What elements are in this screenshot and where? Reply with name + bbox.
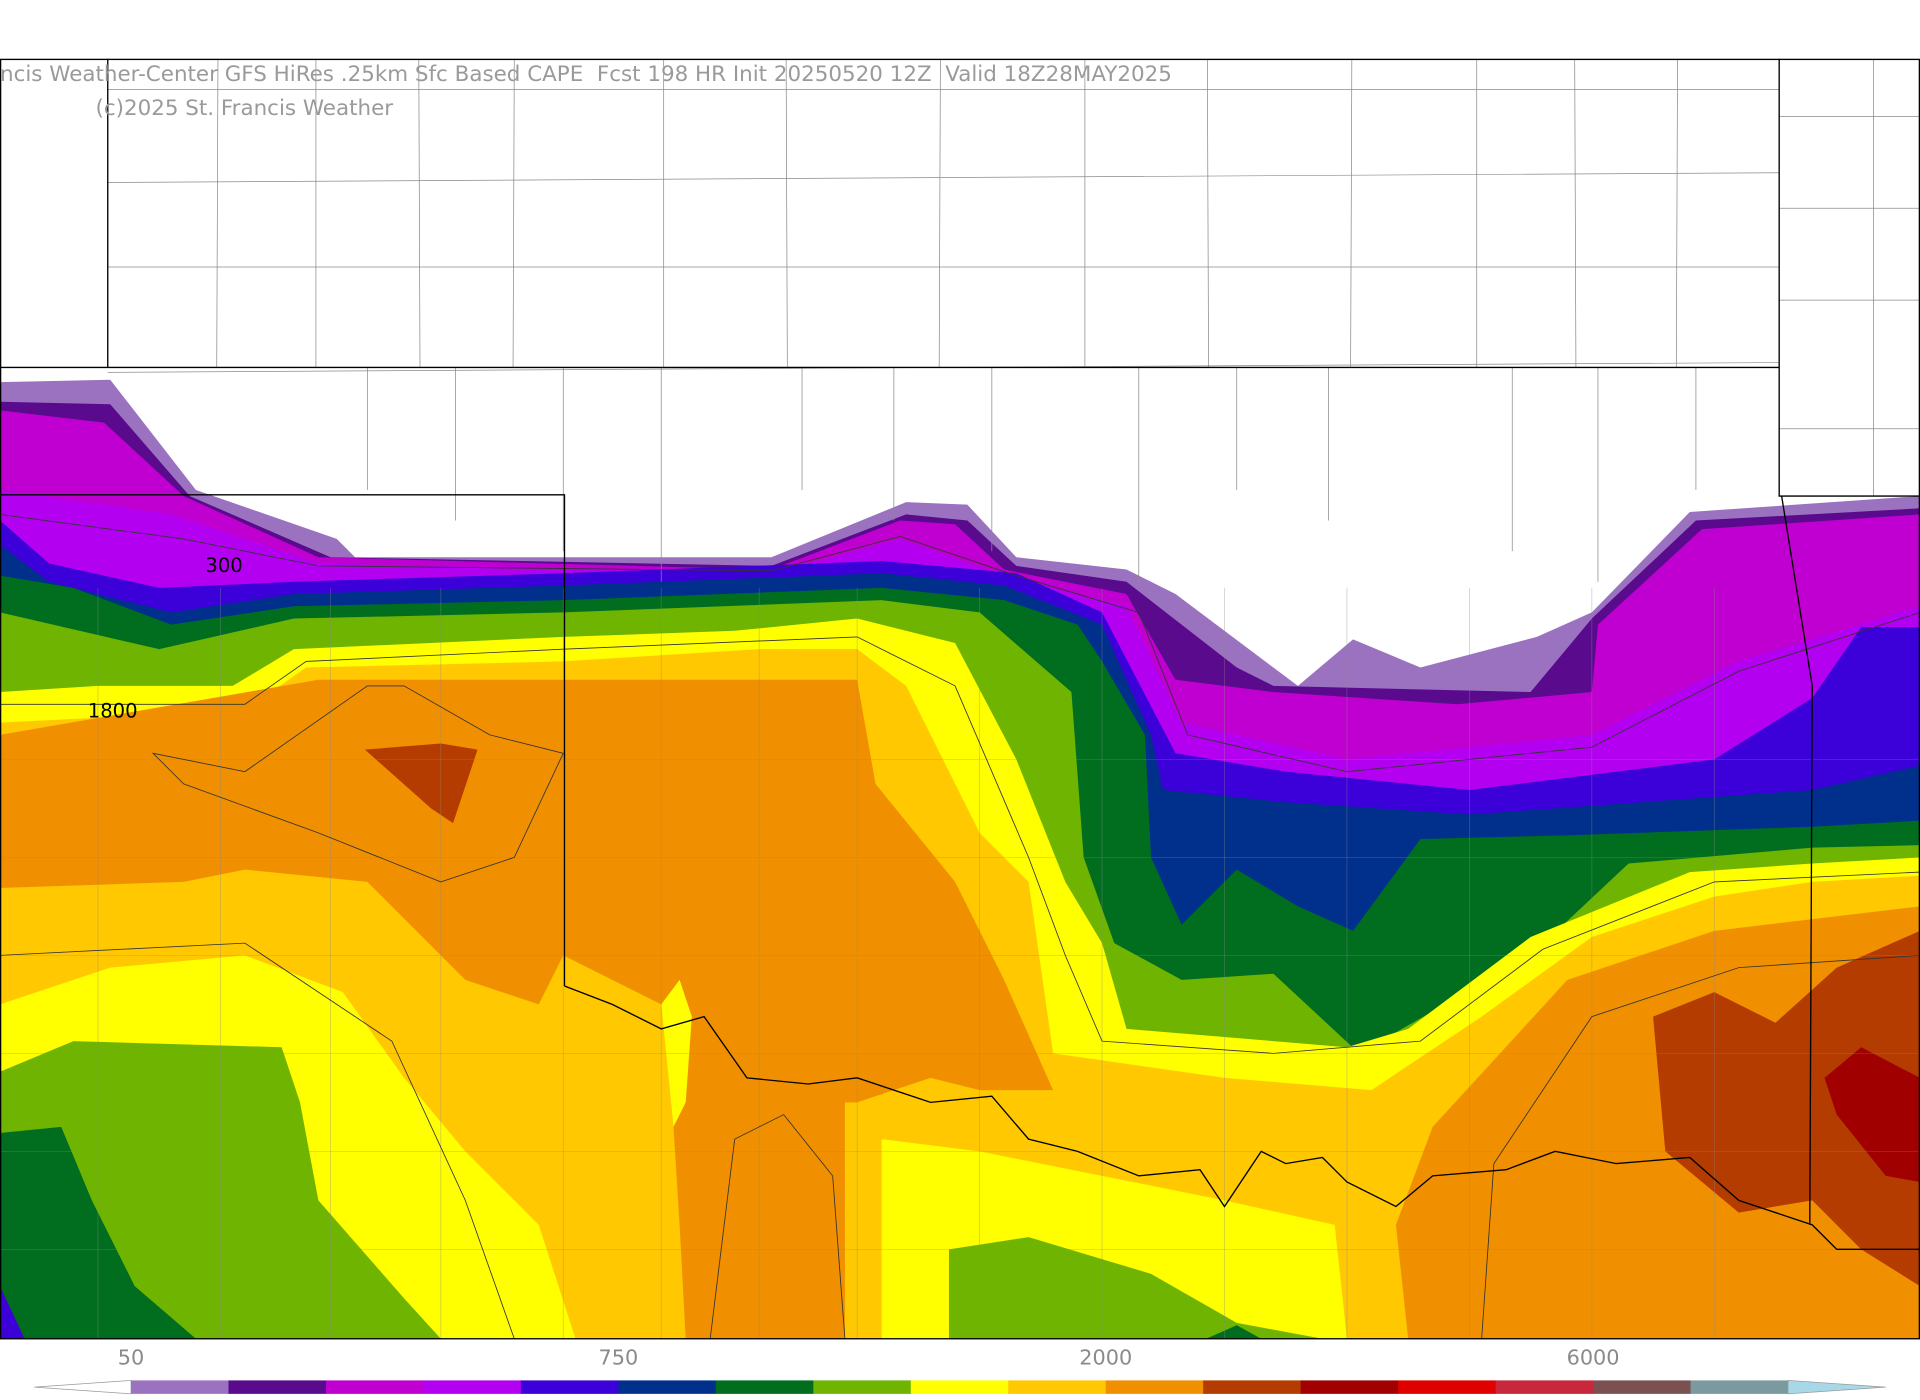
contours <box>0 514 1920 1339</box>
county-line <box>1206 58 1209 368</box>
colorbar-swatch <box>910 1380 1009 1394</box>
colorbar-swatch <box>715 1380 814 1394</box>
colorbar-swatch <box>325 1380 425 1394</box>
contour <box>0 514 1920 773</box>
county-line <box>216 58 219 368</box>
band <box>364 743 478 824</box>
colorbar-swatch <box>228 1380 327 1394</box>
county-line <box>1779 58 1920 497</box>
colorbar-swatch <box>813 1380 912 1394</box>
contour <box>0 636 1920 1054</box>
band <box>661 979 692 1127</box>
county-line <box>785 58 788 368</box>
title: ncis Weather-Center GFS HiRes .25km Sfc … <box>0 62 1172 87</box>
cape-fills <box>0 379 1920 1339</box>
colorbar-over <box>1787 1380 1886 1395</box>
colorbar-swatch <box>1008 1380 1107 1394</box>
colorbar-label: 50 <box>118 1345 144 1369</box>
county-line <box>107 172 1780 183</box>
band <box>1206 1325 1262 1339</box>
credit: (c)2025 St. Francis Weather <box>96 96 394 121</box>
state-line <box>1780 495 1813 1225</box>
band <box>0 679 1054 1339</box>
colorbar-label: 750 <box>599 1345 639 1369</box>
colorbar-swatch <box>1398 1380 1497 1394</box>
colorbar-label: 6000 <box>1567 1345 1620 1369</box>
colorbar: 50 750 2000 6000 <box>34 1345 1886 1395</box>
colorbar-swatch <box>1495 1380 1594 1394</box>
band <box>1653 930 1920 1287</box>
contour-label: 1800 <box>88 700 138 723</box>
colorbar-swatch <box>1105 1380 1204 1394</box>
colorbar-swatch <box>131 1380 230 1394</box>
state-line <box>564 985 1920 1251</box>
state-line <box>0 58 1920 987</box>
contour <box>151 685 564 883</box>
colorbar-swatch <box>618 1380 717 1394</box>
colorbar-label: 2000 <box>1079 1345 1132 1369</box>
colorbar-under <box>34 1380 132 1395</box>
county-lines <box>0 58 1920 1339</box>
colorbar-swatch <box>520 1380 619 1394</box>
county-line <box>418 58 421 368</box>
colorbar-swatch <box>1690 1380 1789 1394</box>
contour <box>0 942 515 1339</box>
county-line <box>1574 58 1577 368</box>
colorbar-swatch <box>1203 1380 1302 1394</box>
county-line <box>1675 58 1678 368</box>
state-lines <box>0 58 1920 1340</box>
colorbar-swatch <box>1300 1380 1399 1394</box>
county-line <box>1350 58 1353 368</box>
map-frame <box>0 58 1920 1340</box>
county-line <box>938 58 941 368</box>
band <box>1824 1047 1920 1182</box>
colorbar-swatch <box>1593 1380 1692 1394</box>
band <box>948 1237 1323 1339</box>
contour <box>1481 954 1920 1339</box>
band <box>0 1126 196 1339</box>
colorbar-swatch <box>423 1380 522 1394</box>
county-line <box>512 58 515 368</box>
contour <box>709 1114 846 1339</box>
contour-label: 300 <box>205 554 242 577</box>
